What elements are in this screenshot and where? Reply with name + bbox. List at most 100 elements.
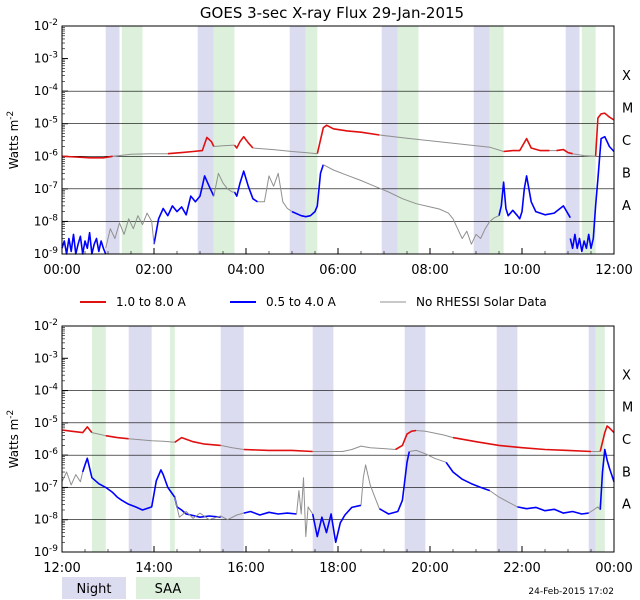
y-tick-label: 10-9: [34, 246, 59, 261]
panel-bottom: A B C M X 10-9 10-8 10-7 10-6 10-5 10-4 10-3 10-2 Wat…: [6, 318, 633, 576]
flare-class-label: A: [622, 199, 631, 214]
series-line: [572, 153, 596, 157]
night-band: [312, 326, 334, 552]
saa-band: [397, 26, 419, 254]
night-band: [565, 26, 580, 254]
x-tick-label: 08:00: [411, 263, 448, 278]
flare-class-label: X: [622, 368, 631, 383]
x-tick-label: 02:00: [135, 263, 172, 278]
night-band: [588, 326, 596, 552]
series-line: [61, 231, 107, 255]
series-line: [61, 426, 93, 434]
series-line: [452, 436, 592, 453]
series-line: [81, 457, 221, 519]
y-tick-label: 10-7: [34, 479, 58, 494]
y-tick-label: 10-8: [34, 512, 59, 527]
series-line: [220, 444, 244, 450]
series-line: [323, 164, 500, 245]
saa-band: [581, 26, 596, 254]
series-line: [213, 144, 235, 147]
flare-class-label: C: [622, 134, 631, 149]
y-tick-label: 10-5: [34, 415, 58, 430]
y-tick-label: 10-4: [34, 383, 59, 398]
y-tick-label: 10-5: [34, 116, 58, 131]
x-tick-label: 12:00: [595, 263, 632, 278]
series-line: [489, 490, 518, 508]
series-line: [556, 148, 573, 155]
panel-top: A B C M X 10-9 10-8 10-7 10-6 10-5 10-4 10-3 10-2 Wat…: [6, 18, 633, 278]
x-tick-label: 12:00: [43, 561, 80, 576]
y-tick-label: 10-3: [34, 51, 58, 66]
night-legend-label: Night: [77, 582, 112, 597]
x-tick-label: 20:00: [411, 561, 448, 576]
series-line: [594, 112, 615, 157]
flare-class-label: M: [622, 101, 633, 116]
band-legend: Night SAA: [62, 577, 200, 599]
flare-class-label: B: [622, 465, 631, 480]
legend-label-short: 0.5 to 4.0 A: [266, 295, 337, 309]
series-line: [243, 510, 297, 516]
x-tick-label: 18:00: [319, 561, 356, 576]
x-tick-label: 14:00: [135, 561, 172, 576]
series-line: [61, 471, 84, 486]
y-tick-label: 10-9: [34, 544, 59, 559]
flare-class-label: A: [622, 498, 631, 513]
series-line: [213, 172, 235, 197]
series-line: [105, 212, 155, 249]
series-line: [588, 506, 601, 514]
night-band: [496, 326, 518, 552]
series-line: [592, 135, 615, 239]
series-line: [291, 164, 325, 218]
saa-band: [305, 26, 318, 254]
y-axis-title: Watts m-2: [6, 111, 21, 170]
night-band: [473, 26, 490, 254]
series-line: [233, 135, 254, 149]
y-axis-title: Watts m-2: [6, 410, 21, 469]
x-tick-label: 10:00: [503, 263, 540, 278]
series-line: [233, 170, 258, 203]
series-0-5-to-4-0-a: [61, 135, 615, 255]
series-0-5-to-4-0-a: [81, 448, 615, 544]
y-tick-label: 10-8: [34, 213, 59, 228]
y-tick-label: 10-4: [34, 83, 59, 98]
series-line: [312, 445, 396, 452]
y-tick-label: 10-7: [34, 181, 58, 196]
x-tick-label: 06:00: [319, 263, 356, 278]
night-band: [220, 326, 244, 552]
night-band: [105, 26, 120, 254]
y-tick-label: 10-6: [34, 148, 59, 163]
series-1-0-to-8-0-a: [61, 112, 615, 159]
saa-band: [170, 326, 175, 552]
series-line: [311, 504, 362, 544]
series-legend: 1.0 to 8.0 A 0.5 to 4.0 A No RHESSI Sola…: [80, 295, 547, 309]
series-line: [416, 430, 454, 439]
series-line: [503, 137, 550, 153]
x-tick-label: 00:00: [595, 561, 632, 576]
series-line: [599, 425, 615, 452]
saa-legend-label: SAA: [155, 582, 182, 597]
saa-band: [121, 26, 143, 254]
series-1-0-to-8-0-a: [61, 425, 615, 453]
flare-class-label: M: [622, 401, 633, 416]
x-tick-label: 16:00: [227, 561, 264, 576]
night-legend-swatch: [62, 577, 126, 599]
saa-band: [213, 26, 235, 254]
night-band: [404, 326, 426, 552]
series-line: [257, 172, 293, 213]
series-line: [379, 134, 504, 152]
y-tick-label: 10-2: [34, 318, 58, 333]
x-tick-label: 22:00: [503, 561, 540, 576]
series-line: [395, 429, 417, 451]
legend-label-long: 1.0 to 8.0 A: [116, 295, 187, 309]
flare-class-label: B: [622, 167, 631, 182]
saa-band: [489, 26, 504, 254]
y-tick-label: 10-3: [34, 350, 58, 365]
series-line: [91, 432, 106, 437]
plot-frame: [61, 325, 615, 553]
series-line: [445, 461, 491, 492]
series-no-rhessi-solar-data: [105, 134, 596, 249]
flare-class-label: C: [622, 433, 631, 448]
series-line: [409, 449, 447, 463]
series-line: [296, 477, 314, 538]
saa-legend-swatch: [136, 577, 200, 599]
